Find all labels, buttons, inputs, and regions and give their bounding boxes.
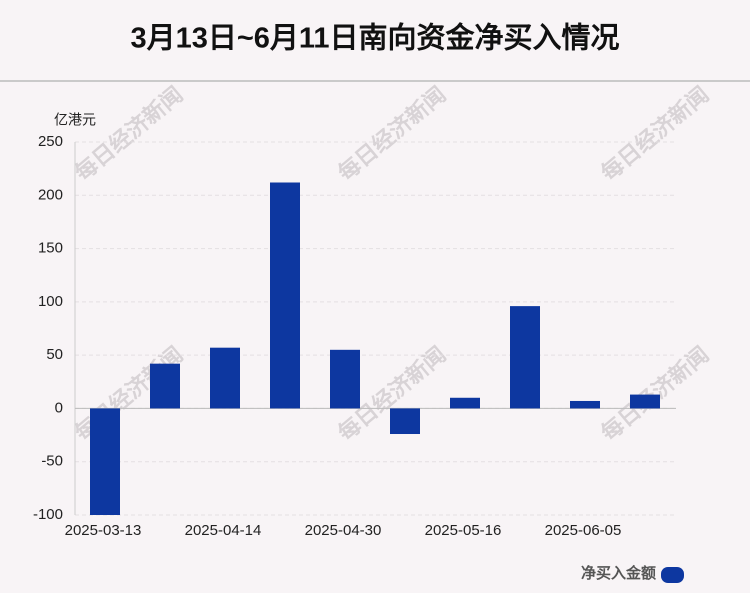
y-tick-label: -100	[33, 506, 63, 523]
legend-swatch	[661, 567, 684, 583]
bar	[510, 306, 540, 409]
y-tick-label: -50	[41, 453, 63, 470]
y-tick-label: 150	[38, 240, 63, 257]
x-tick-label: 2025-06-05	[545, 522, 622, 539]
legend-label: 净买入金额	[581, 564, 656, 582]
y-tick-label: 0	[55, 399, 63, 416]
y-tick-label: 250	[38, 133, 63, 150]
bar	[450, 397, 480, 409]
x-tick-label: 2025-03-13	[65, 522, 142, 539]
y-axis-unit: 亿港元	[54, 112, 96, 128]
bar	[570, 400, 600, 409]
y-tick-label: 50	[46, 346, 63, 363]
bar	[630, 394, 660, 409]
bar	[390, 408, 420, 435]
x-tick-label: 2025-04-14	[185, 522, 262, 539]
x-tick-label: 2025-04-30	[305, 522, 382, 539]
bar	[270, 182, 300, 409]
bar	[90, 408, 120, 515]
bar	[210, 347, 240, 409]
y-tick-label: 200	[38, 186, 63, 203]
y-tick-label: 100	[38, 293, 63, 310]
bar	[150, 363, 180, 409]
x-tick-label: 2025-05-16	[425, 522, 502, 539]
bar	[330, 349, 360, 409]
chart-title: 3月13日~6月11日南向资金净买入情况	[130, 21, 619, 55]
